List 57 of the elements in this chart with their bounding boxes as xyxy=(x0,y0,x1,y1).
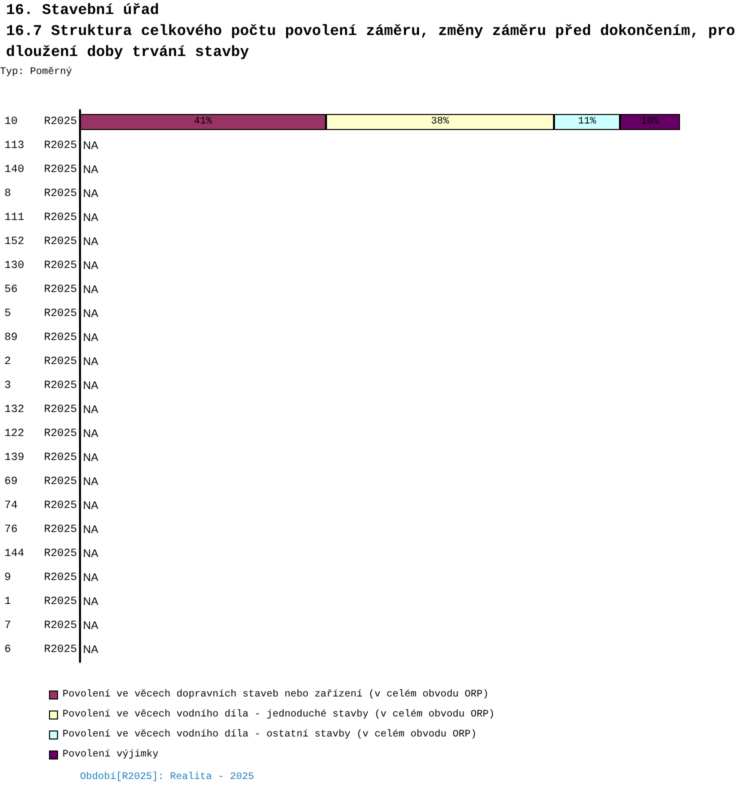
legend-label: Povolení ve věcech vodního díla - ostatní stavby (v celém obvodu ORP) xyxy=(62,728,477,740)
text: NA xyxy=(83,284,98,296)
text: NA xyxy=(83,236,98,248)
text: NA xyxy=(83,404,98,416)
text: NA xyxy=(83,548,98,560)
text: NA xyxy=(83,188,98,200)
y-tick-label: 111 R2025 xyxy=(4,212,77,224)
legend-label: Povolení ve věcech dopravních staveb nebo zařízení (v celém obvodu ORP) xyxy=(62,688,489,700)
legend-label: Povolení výjimky xyxy=(62,748,159,760)
text: NA xyxy=(83,620,98,632)
y-tick-label: 132 R2025 xyxy=(4,404,77,416)
text: NA xyxy=(83,356,98,368)
y-tick-label: 140 R2025 xyxy=(4,164,77,176)
chart-subtitle: 16.7 Struktura celkového počtu povolení záměru, změny záměru před dokončením, prodloužení doby trvání stavby xyxy=(6,22,736,63)
y-tick-label: 89 R2025 xyxy=(4,332,77,344)
y-tick-label: 74 R2025 xyxy=(4,500,77,512)
y-tick-label: 139 R2025 xyxy=(4,452,77,464)
data-label: 11% xyxy=(578,116,596,128)
text: NA xyxy=(83,500,98,512)
y-tick-label: 8 R2025 xyxy=(4,188,77,200)
y-tick-label: 3 R2025 xyxy=(4,380,77,392)
y-tick-label: 56 R2025 xyxy=(4,284,77,296)
y-tick-label: 6 R2025 xyxy=(4,644,77,656)
data-label: 38% xyxy=(430,116,450,128)
text: NA xyxy=(83,260,98,272)
y-tick-label: 9 R2025 xyxy=(4,572,77,584)
text: Typ: Poměrný xyxy=(0,67,72,79)
y-tick-label: 2 R2025 xyxy=(4,356,77,368)
text: NA xyxy=(83,332,98,344)
text: NA xyxy=(83,452,98,464)
text: NA xyxy=(83,572,98,584)
text: NA xyxy=(83,212,98,224)
text: Období[R2025]: Realita - 2025 xyxy=(80,772,254,784)
y-tick-label: 152 R2025 xyxy=(4,236,77,248)
text: NA xyxy=(83,164,98,176)
text: NA xyxy=(83,644,98,656)
text: NA xyxy=(83,524,98,536)
chart-title: 16. Stavební úřad xyxy=(6,1,160,21)
text: NA xyxy=(83,380,98,392)
y-tick-label: 122 R2025 xyxy=(4,428,77,440)
legend-label: Povolení ve věcech vodního díla - jednoduché stavby (v celém obvodu ORP) xyxy=(62,708,495,720)
data-label: 10% xyxy=(640,116,660,128)
text: NA xyxy=(83,308,98,320)
y-tick-label: 113 R2025 xyxy=(4,140,77,152)
text: NA xyxy=(83,596,98,608)
data-label: 41% xyxy=(194,116,212,128)
text: NA xyxy=(83,428,98,440)
y-tick-label: 130 R2025 xyxy=(4,260,77,272)
text: NA xyxy=(83,140,98,152)
y-tick-label: 69 R2025 xyxy=(4,476,77,488)
y-tick-label: 144 R2025 xyxy=(4,548,77,560)
y-tick-label: 76 R2025 xyxy=(4,524,77,536)
y-tick-label: 10 R2025 xyxy=(4,116,77,128)
y-tick-label: 5 R2025 xyxy=(4,308,77,320)
y-tick-label: 7 R2025 xyxy=(4,620,77,632)
text: NA xyxy=(83,476,98,488)
y-tick-label: 1 R2025 xyxy=(4,596,77,608)
